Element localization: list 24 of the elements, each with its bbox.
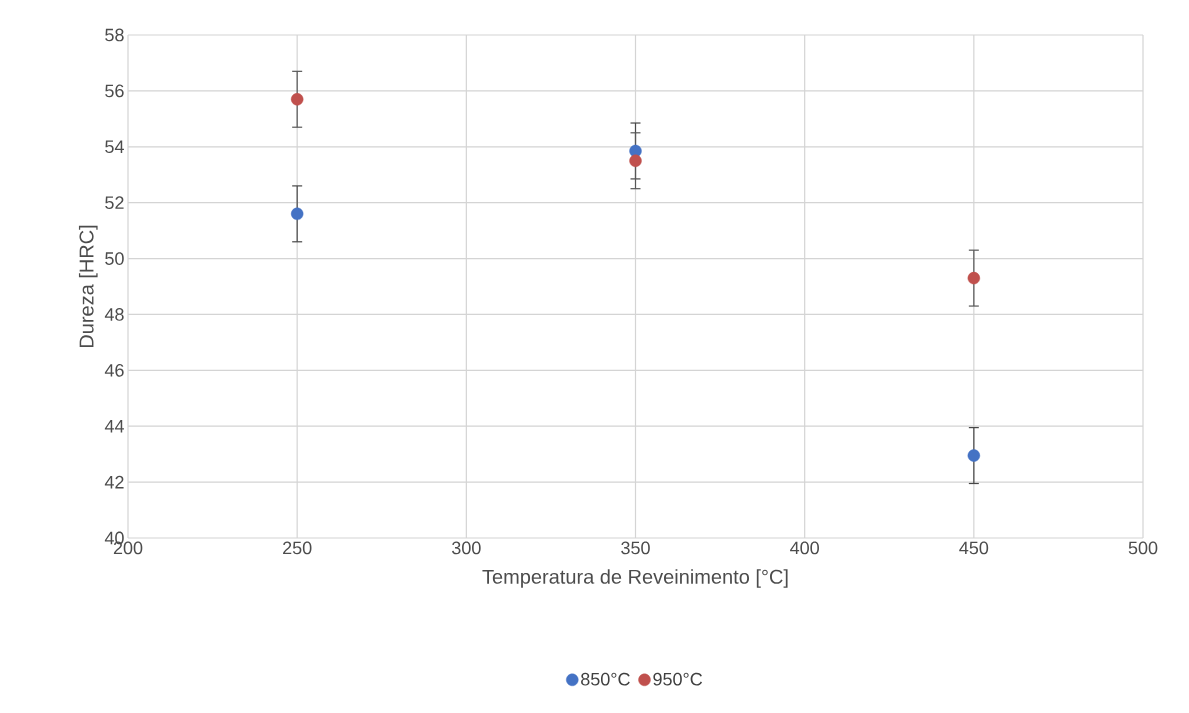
y-tick-label: 52 xyxy=(105,196,124,210)
point xyxy=(967,271,981,285)
point xyxy=(629,154,642,167)
x-tick-label: 350 xyxy=(621,541,650,555)
y-tick-label: 54 xyxy=(105,140,124,154)
x-tick-label: 250 xyxy=(283,541,312,555)
point xyxy=(290,207,304,221)
x-tick-label: 300 xyxy=(452,541,481,555)
y-tick-label: 48 xyxy=(104,308,124,321)
y-tick-label: 44 xyxy=(104,420,124,433)
y-tick-label: 58 xyxy=(105,28,124,42)
y-tick-label: 42 xyxy=(104,475,124,489)
y-tick-label: 46 xyxy=(104,363,124,377)
y-axis-title: Dureza [HRC] xyxy=(78,225,98,348)
y-tick-label: 56 xyxy=(105,84,124,98)
point xyxy=(290,93,304,106)
x-tick-label: 450 xyxy=(959,541,989,555)
point xyxy=(967,449,981,462)
y-tick-label: 50 xyxy=(105,252,124,265)
x-tick-label: 500 xyxy=(1128,541,1158,555)
x-tick-label: 400 xyxy=(790,541,819,555)
legend-label: 850°C xyxy=(581,672,630,686)
legend-label: 950°C xyxy=(653,672,703,686)
x-axis-title: Temperatura de Reveinimento [°C] xyxy=(482,569,788,588)
